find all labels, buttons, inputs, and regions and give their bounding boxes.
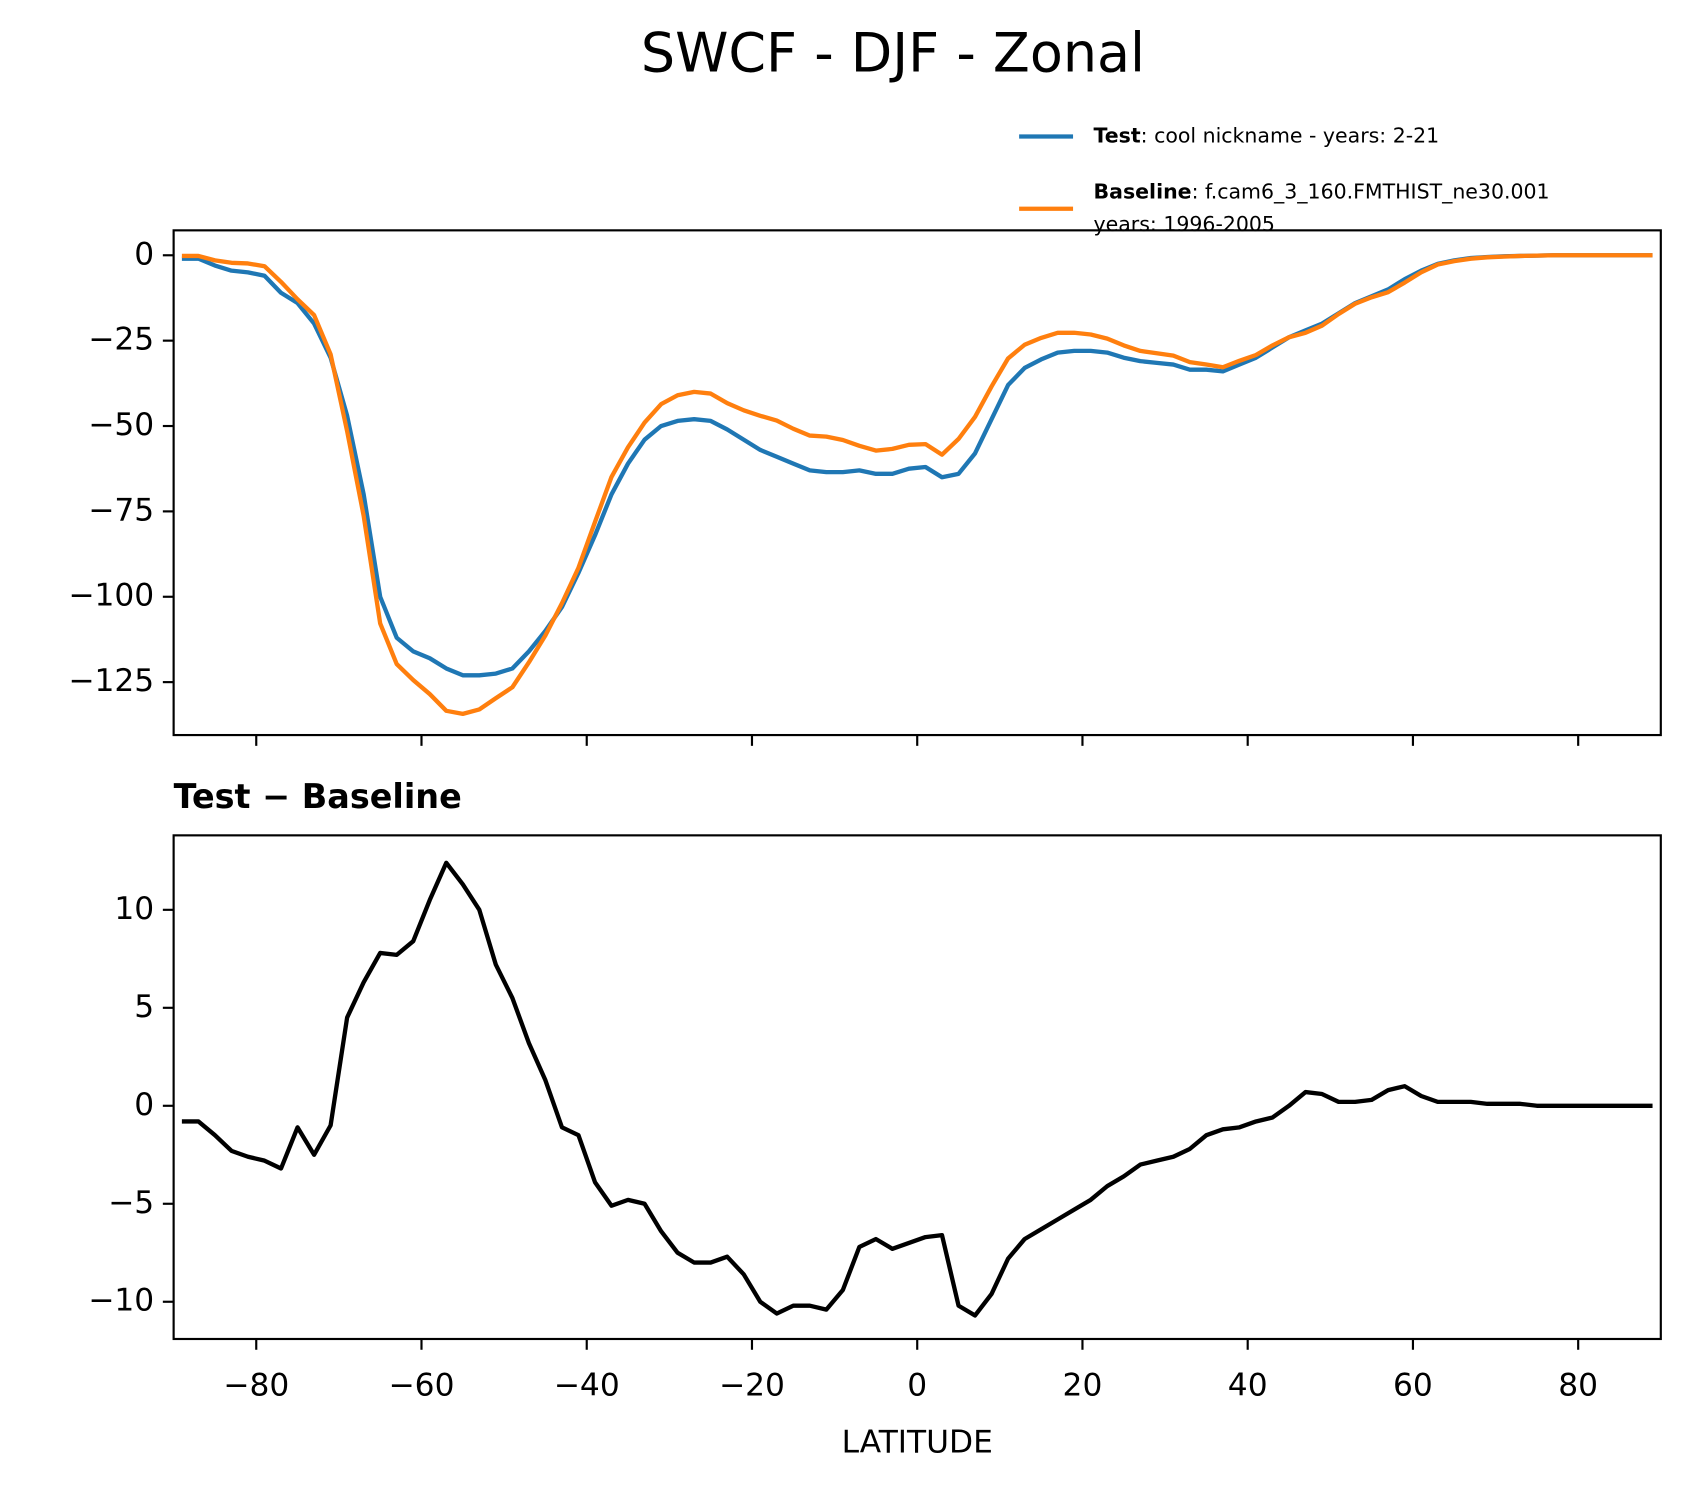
- x-tick-label: −80: [223, 1367, 289, 1403]
- x-tick-label: 20: [1063, 1367, 1103, 1403]
- x-tick-label: −20: [719, 1367, 785, 1403]
- x-tick-label: 80: [1558, 1367, 1598, 1403]
- y-tick-label: 5: [134, 989, 154, 1025]
- x-tick-label: 40: [1228, 1367, 1268, 1403]
- y-tick-label: −100: [68, 578, 154, 614]
- y-tick-label: −5: [108, 1185, 154, 1221]
- legend-name: Baseline: [1094, 180, 1192, 204]
- y-tick-label: −10: [88, 1283, 154, 1319]
- data-line: [181, 253, 1653, 717]
- legend-name: Test: [1094, 124, 1141, 148]
- x-tick-label: −40: [554, 1367, 620, 1403]
- y-tick-label: 0: [134, 1087, 154, 1123]
- x-tick-label: −60: [388, 1367, 454, 1403]
- y-tick-label: 10: [114, 891, 154, 927]
- subplot-title: Test − Baseline: [174, 777, 462, 816]
- y-tick-label: −25: [88, 322, 154, 358]
- legend-description: : f.cam6_3_160.FMTHIST_ne30.001: [1192, 180, 1550, 204]
- data-line: [181, 860, 1653, 1318]
- data-line: [181, 253, 1653, 678]
- legend-label: years: 1996-2005: [1094, 212, 1275, 236]
- y-tick-label: −50: [88, 407, 154, 443]
- x-tick-label: 60: [1393, 1367, 1433, 1403]
- legend-label: Test: cool nickname - years: 2-21: [1094, 124, 1440, 148]
- y-tick-label: −75: [88, 492, 154, 528]
- legend-label: Baseline: f.cam6_3_160.FMTHIST_ne30.001: [1094, 180, 1550, 204]
- legend-description: years: 1996-2005: [1094, 212, 1275, 236]
- figure-title: SWCF - DJF - Zonal: [641, 21, 1145, 84]
- x-axis-label: LATITUDE: [842, 1425, 993, 1461]
- y-tick-label: 0: [134, 236, 154, 272]
- x-tick-label: 0: [907, 1367, 927, 1403]
- plot-frame: [172, 834, 1662, 1341]
- y-tick-label: −125: [68, 663, 154, 699]
- legend-description: : cool nickname - years: 2-21: [1141, 124, 1440, 148]
